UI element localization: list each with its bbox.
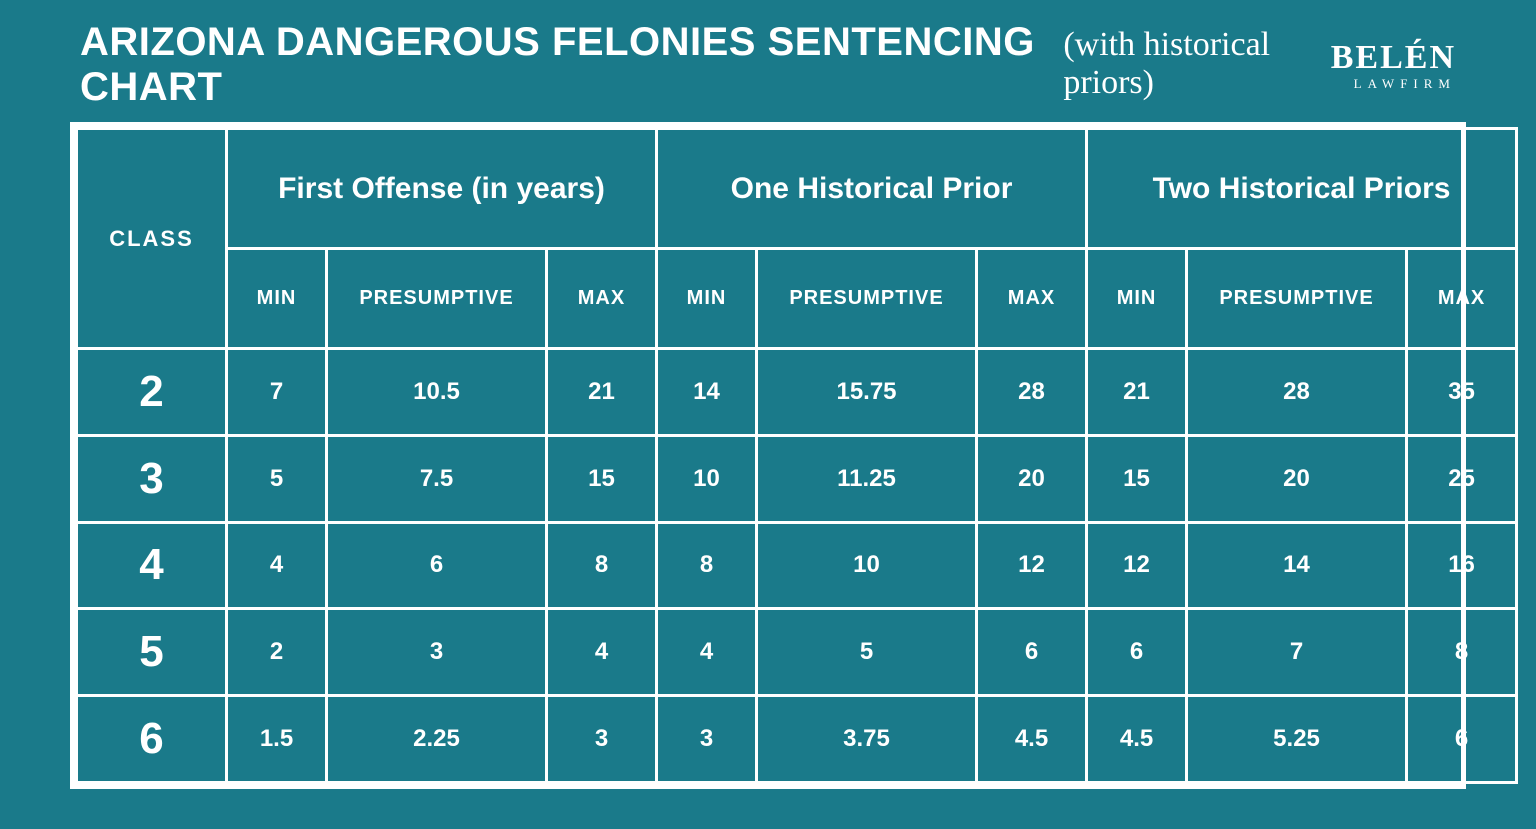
value-cell: 1.5 xyxy=(227,696,327,783)
group-header-two-priors: Two Historical Priors xyxy=(1087,129,1517,249)
sub-header-min: MIN xyxy=(1087,249,1187,349)
value-cell: 20 xyxy=(1187,435,1407,522)
value-cell: 8 xyxy=(1407,609,1517,696)
value-cell: 10 xyxy=(757,522,977,609)
table-row: 2 7 10.5 21 14 15.75 28 21 28 35 xyxy=(77,349,1517,436)
value-cell: 4.5 xyxy=(1087,696,1187,783)
value-cell: 6 xyxy=(327,522,547,609)
value-cell: 25 xyxy=(1407,435,1517,522)
sentencing-table-wrap: CLASS First Offense (in years) One Histo… xyxy=(70,122,1466,789)
sub-header-presumptive: PRESUMPTIVE xyxy=(327,249,547,349)
value-cell: 7 xyxy=(1187,609,1407,696)
table-row: 6 1.5 2.25 3 3 3.75 4.5 4.5 5.25 6 xyxy=(77,696,1517,783)
table-row: 3 5 7.5 15 10 11.25 20 15 20 25 xyxy=(77,435,1517,522)
class-cell: 3 xyxy=(77,435,227,522)
class-cell: 5 xyxy=(77,609,227,696)
value-cell: 8 xyxy=(657,522,757,609)
page-title: ARIZONA DANGEROUS FELONIES SENTENCING CH… xyxy=(80,20,1049,110)
value-cell: 6 xyxy=(1087,609,1187,696)
value-cell: 4.5 xyxy=(977,696,1087,783)
logo-bottom: LAWFIRM xyxy=(1331,77,1456,90)
value-cell: 20 xyxy=(977,435,1087,522)
value-cell: 10 xyxy=(657,435,757,522)
table-body: 2 7 10.5 21 14 15.75 28 21 28 35 3 5 7.5… xyxy=(77,349,1517,783)
value-cell: 7 xyxy=(227,349,327,436)
sub-header-presumptive: PRESUMPTIVE xyxy=(757,249,977,349)
value-cell: 12 xyxy=(1087,522,1187,609)
class-cell: 2 xyxy=(77,349,227,436)
sentencing-table: CLASS First Offense (in years) One Histo… xyxy=(75,127,1518,784)
table-row: 4 4 6 8 8 10 12 12 14 16 xyxy=(77,522,1517,609)
sub-header-row: MIN PRESUMPTIVE MAX MIN PRESUMPTIVE MAX … xyxy=(77,249,1517,349)
value-cell: 3 xyxy=(327,609,547,696)
value-cell: 4 xyxy=(227,522,327,609)
sub-header-presumptive: PRESUMPTIVE xyxy=(1187,249,1407,349)
value-cell: 28 xyxy=(1187,349,1407,436)
value-cell: 7.5 xyxy=(327,435,547,522)
group-header-first-offense: First Offense (in years) xyxy=(227,129,657,249)
value-cell: 16 xyxy=(1407,522,1517,609)
value-cell: 12 xyxy=(977,522,1087,609)
value-cell: 2 xyxy=(227,609,327,696)
value-cell: 5.25 xyxy=(1187,696,1407,783)
sub-header-max: MAX xyxy=(1407,249,1517,349)
value-cell: 2.25 xyxy=(327,696,547,783)
value-cell: 6 xyxy=(1407,696,1517,783)
value-cell: 21 xyxy=(547,349,657,436)
value-cell: 3 xyxy=(657,696,757,783)
logo-top: BELÉN xyxy=(1331,41,1456,75)
sub-header-min: MIN xyxy=(657,249,757,349)
value-cell: 15 xyxy=(1087,435,1187,522)
sub-header-max: MAX xyxy=(547,249,657,349)
value-cell: 14 xyxy=(1187,522,1407,609)
value-cell: 5 xyxy=(757,609,977,696)
group-header-row: CLASS First Offense (in years) One Histo… xyxy=(77,129,1517,249)
logo: BELÉN LAWFIRM xyxy=(1331,41,1456,90)
value-cell: 4 xyxy=(657,609,757,696)
title-group: ARIZONA DANGEROUS FELONIES SENTENCING CH… xyxy=(80,20,1331,110)
class-cell: 4 xyxy=(77,522,227,609)
value-cell: 4 xyxy=(547,609,657,696)
value-cell: 14 xyxy=(657,349,757,436)
class-header: CLASS xyxy=(77,129,227,349)
header: ARIZONA DANGEROUS FELONIES SENTENCING CH… xyxy=(70,20,1466,122)
value-cell: 15 xyxy=(547,435,657,522)
value-cell: 6 xyxy=(977,609,1087,696)
value-cell: 35 xyxy=(1407,349,1517,436)
sub-header-min: MIN xyxy=(227,249,327,349)
sub-header-max: MAX xyxy=(977,249,1087,349)
value-cell: 8 xyxy=(547,522,657,609)
value-cell: 5 xyxy=(227,435,327,522)
value-cell: 15.75 xyxy=(757,349,977,436)
value-cell: 10.5 xyxy=(327,349,547,436)
value-cell: 21 xyxy=(1087,349,1187,436)
value-cell: 11.25 xyxy=(757,435,977,522)
table-row: 5 2 3 4 4 5 6 6 7 8 xyxy=(77,609,1517,696)
group-header-one-prior: One Historical Prior xyxy=(657,129,1087,249)
page-subtitle: (with historical priors) xyxy=(1063,26,1330,102)
value-cell: 3.75 xyxy=(757,696,977,783)
class-cell: 6 xyxy=(77,696,227,783)
value-cell: 3 xyxy=(547,696,657,783)
value-cell: 28 xyxy=(977,349,1087,436)
